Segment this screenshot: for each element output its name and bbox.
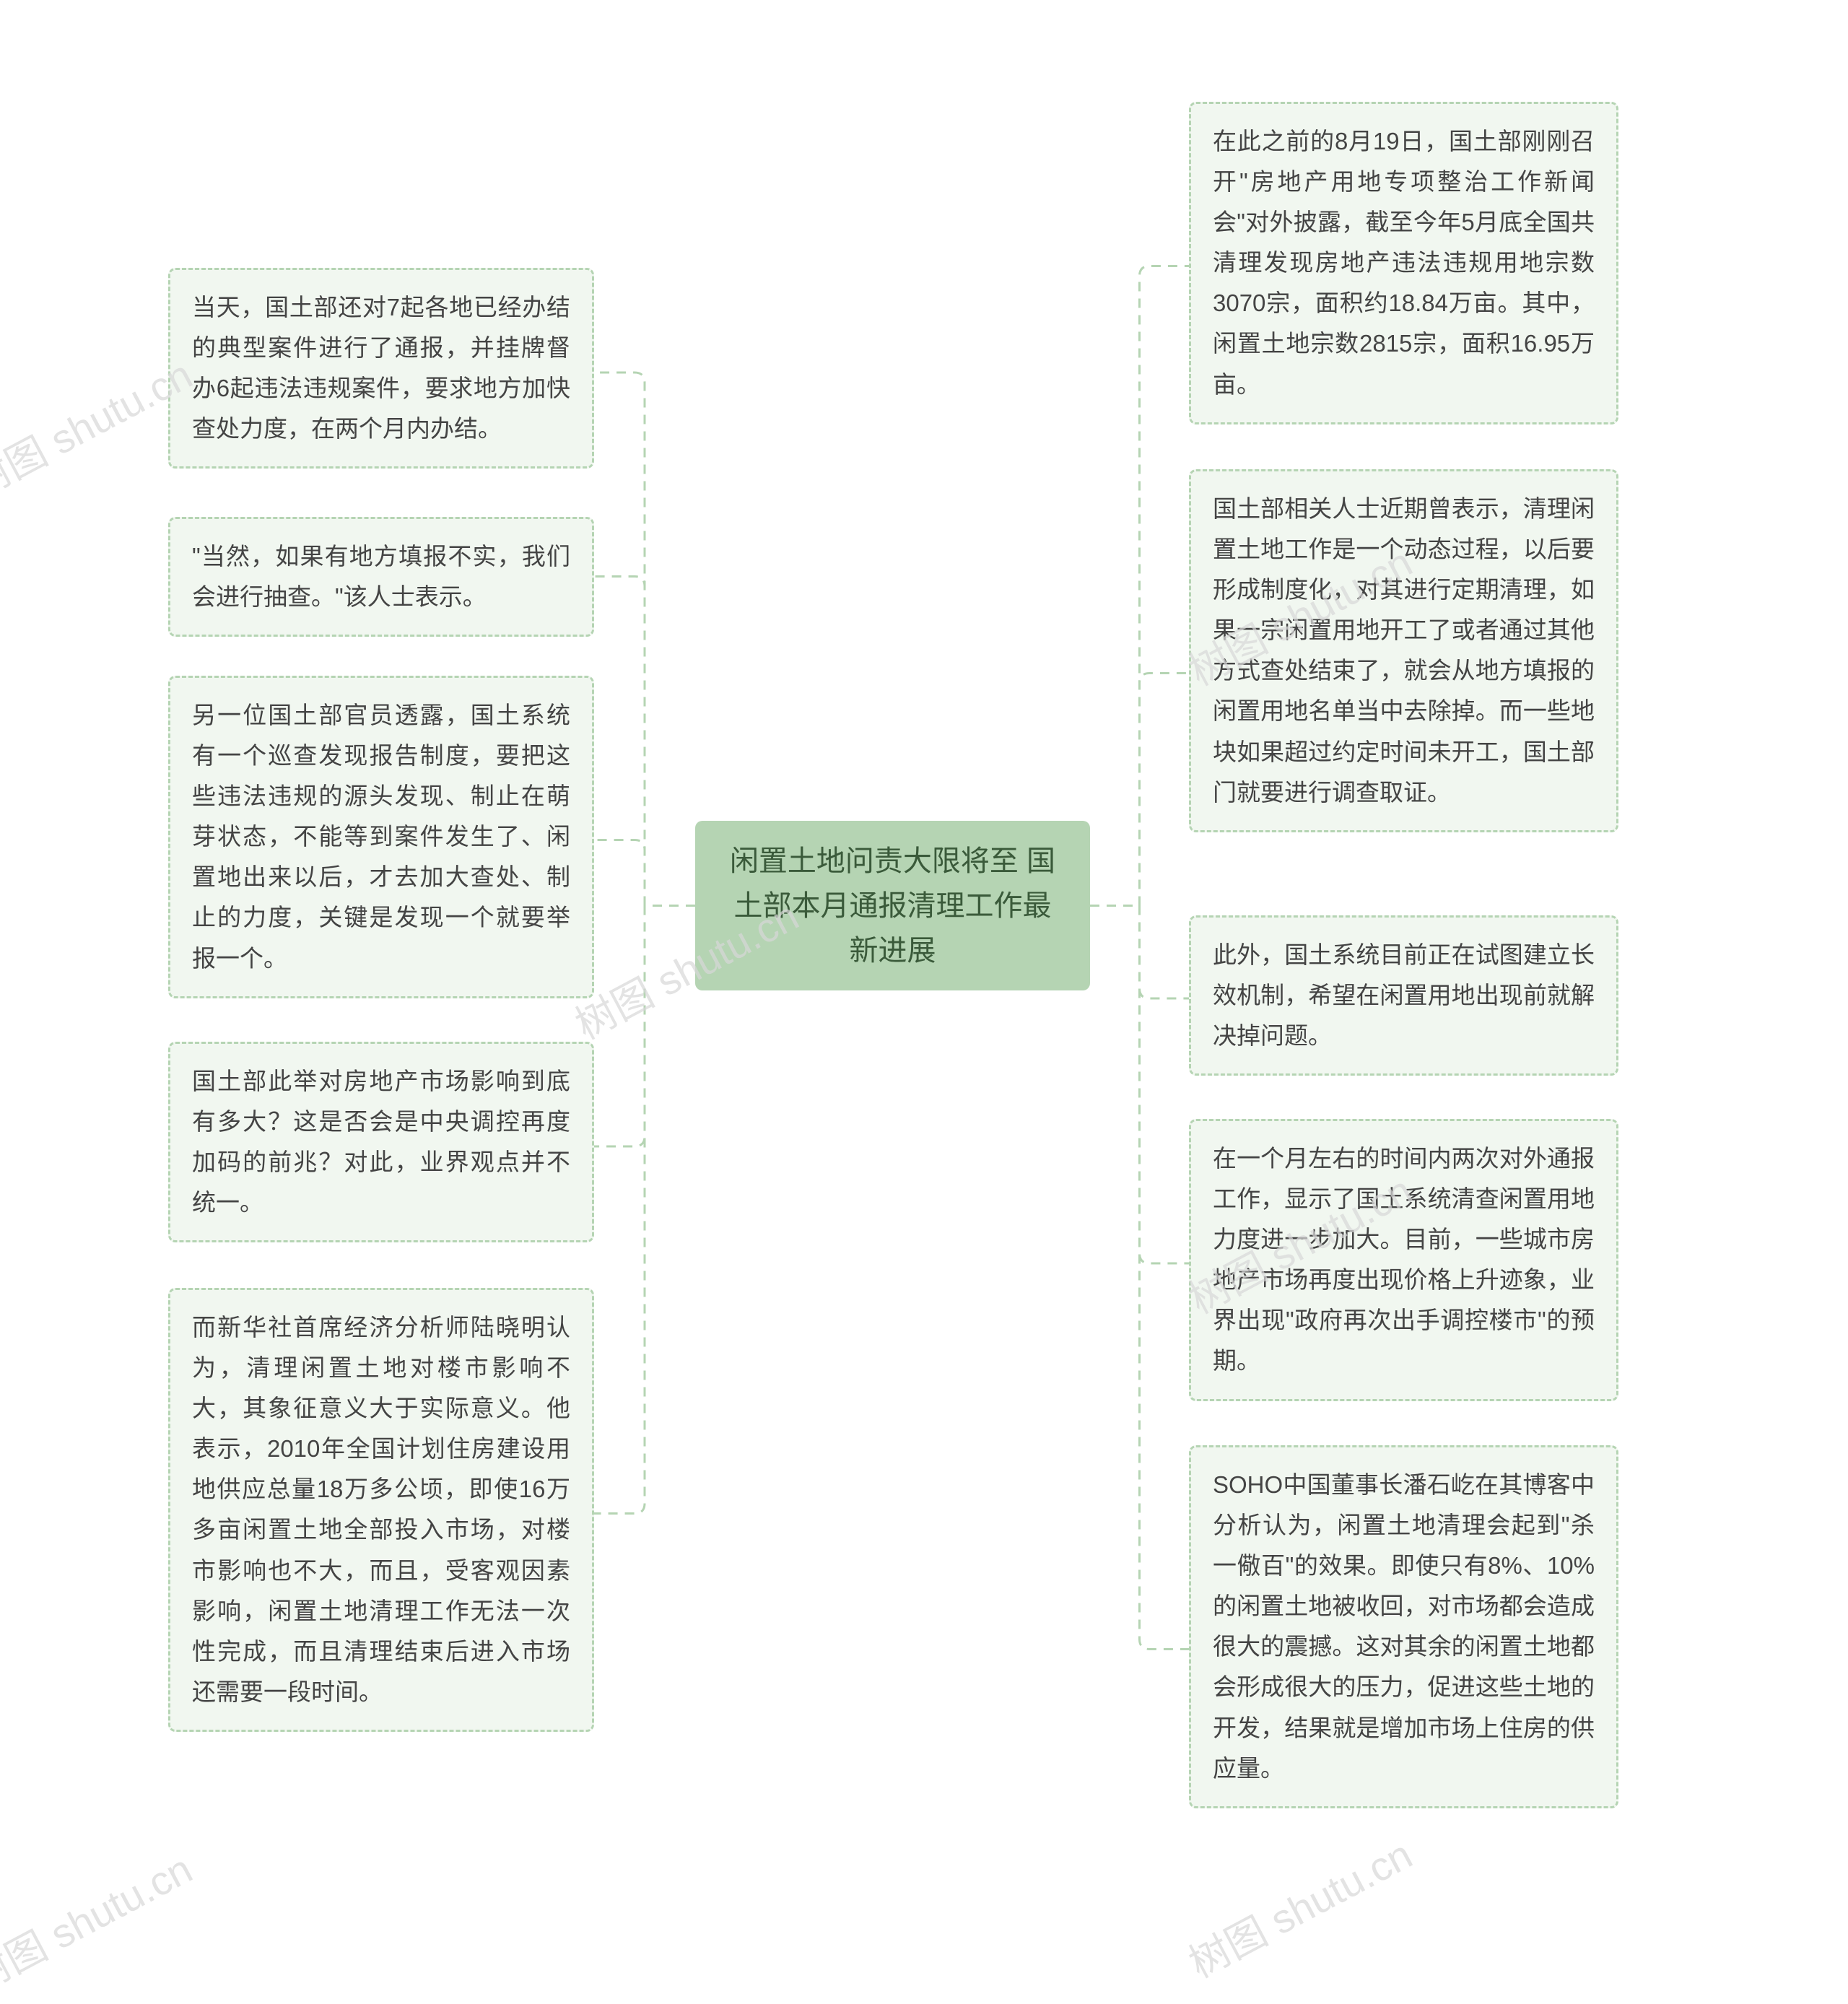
left-leaf-text-2: 另一位国土部官员透露，国土系统有一个巡查发现报告制度，要把这些违法违规的源头发现… [192,695,570,979]
left-leaf-text-0: 当天，国土部还对7起各地已经办结的典型案件进行了通报，并挂牌督办6起违法违规案件… [192,287,570,449]
left-leaf-text-3: 国土部此举对房地产市场影响到底有多大？这是否会是中央调控再度加码的前兆？对此，业… [192,1061,570,1223]
left-leaf-2: 另一位国土部官员透露，国土系统有一个巡查发现报告制度，要把这些违法违规的源头发现… [168,676,594,998]
right-leaf-4: SOHO中国董事长潘石屹在其博客中分析认为，闲置土地清理会起到"杀一儆百"的效果… [1189,1445,1618,1808]
left-leaf-3: 国土部此举对房地产市场影响到底有多大？这是否会是中央调控再度加码的前兆？对此，业… [168,1042,594,1242]
right-leaf-text-0: 在此之前的8月19日，国土部刚刚召开"房地产用地专项整治工作新闻会"对外披露，截… [1213,121,1595,405]
center-label: 闲置土地问责大限将至 国土部本月通报清理工作最新进展 [720,839,1065,973]
left-leaf-text-1: "当然，如果有地方填报不实，我们会进行抽查。"该人士表示。 [192,536,570,617]
left-leaf-text-4: 而新华社首席经济分析师陆晓明认为，清理闲置土地对楼市影响不大，其象征意义大于实际… [192,1307,570,1712]
right-leaf-text-2: 此外，国土系统目前正在试图建立长效机制，希望在闲置用地出现前就解决掉问题。 [1213,935,1595,1056]
right-leaf-text-4: SOHO中国董事长潘石屹在其博客中分析认为，闲置土地清理会起到"杀一儆百"的效果… [1213,1465,1595,1789]
watermark-5: 树图 shutu.cn [1177,1823,1421,1990]
left-leaf-1: "当然，如果有地方填报不实，我们会进行抽查。"该人士表示。 [168,517,594,637]
right-leaf-0: 在此之前的8月19日，国土部刚刚召开"房地产用地专项整治工作新闻会"对外披露，截… [1189,102,1618,424]
center-node: 闲置土地问责大限将至 国土部本月通报清理工作最新进展 [695,821,1090,990]
left-leaf-0: 当天，国土部还对7起各地已经办结的典型案件进行了通报，并挂牌督办6起违法违规案件… [168,268,594,469]
right-leaf-2: 此外，国土系统目前正在试图建立长效机制，希望在闲置用地出现前就解决掉问题。 [1189,915,1618,1076]
watermark-4: 树图 shutu.cn [0,1837,201,2004]
right-leaf-3: 在一个月左右的时间内两次对外通报工作，显示了国土系统清查闲置用地力度进一步加大。… [1189,1119,1618,1401]
left-leaf-4: 而新华社首席经济分析师陆晓明认为，清理闲置土地对楼市影响不大，其象征意义大于实际… [168,1288,594,1732]
right-leaf-text-3: 在一个月左右的时间内两次对外通报工作，显示了国土系统清查闲置用地力度进一步加大。… [1213,1138,1595,1382]
right-leaf-1: 国土部相关人士近期曾表示，清理闲置土地工作是一个动态过程，以后要形成制度化，对其… [1189,469,1618,832]
mindmap-canvas: 闲置土地问责大限将至 国土部本月通报清理工作最新进展 当天，国土部还对7起各地已… [0,0,1848,1934]
right-leaf-text-1: 国土部相关人士近期曾表示，清理闲置土地工作是一个动态过程，以后要形成制度化，对其… [1213,489,1595,813]
